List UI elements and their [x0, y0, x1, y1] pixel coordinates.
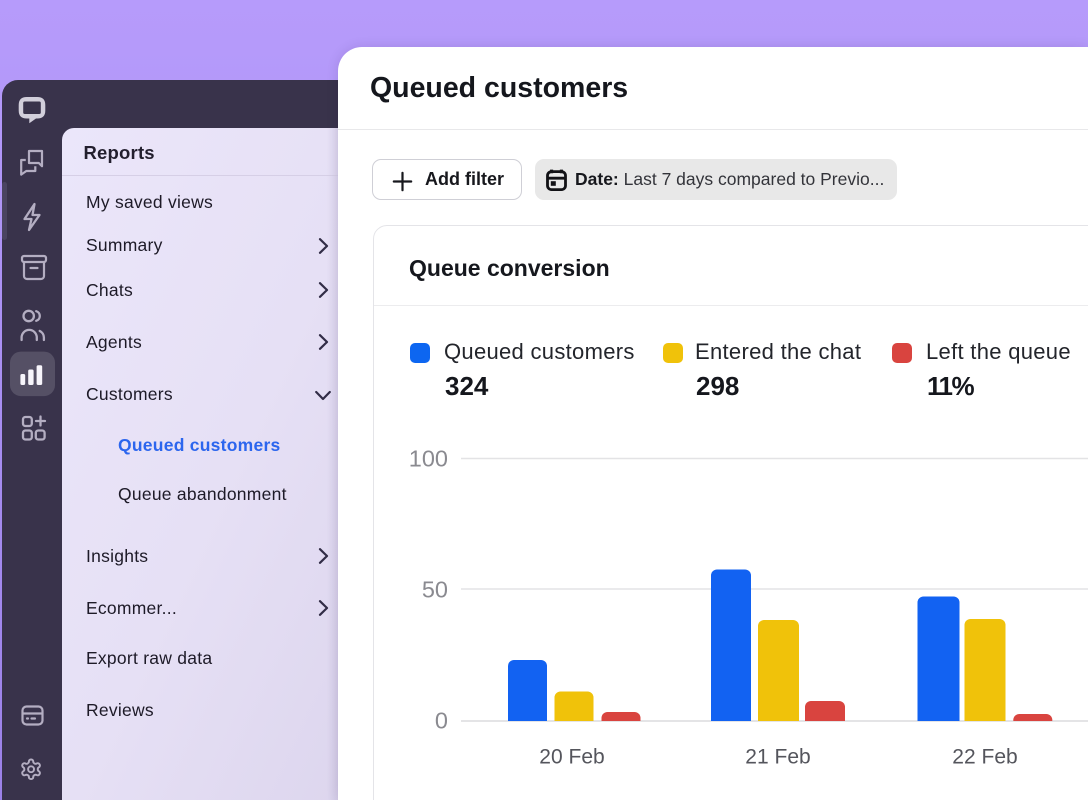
svg-text:20 Feb: 20 Feb — [539, 745, 604, 768]
svg-text:100: 100 — [409, 446, 448, 472]
svg-text:22 Feb: 22 Feb — [952, 745, 1017, 768]
svg-text:21 Feb: 21 Feb — [745, 745, 810, 768]
svg-text:0: 0 — [435, 708, 448, 734]
svg-text:50: 50 — [422, 577, 448, 603]
